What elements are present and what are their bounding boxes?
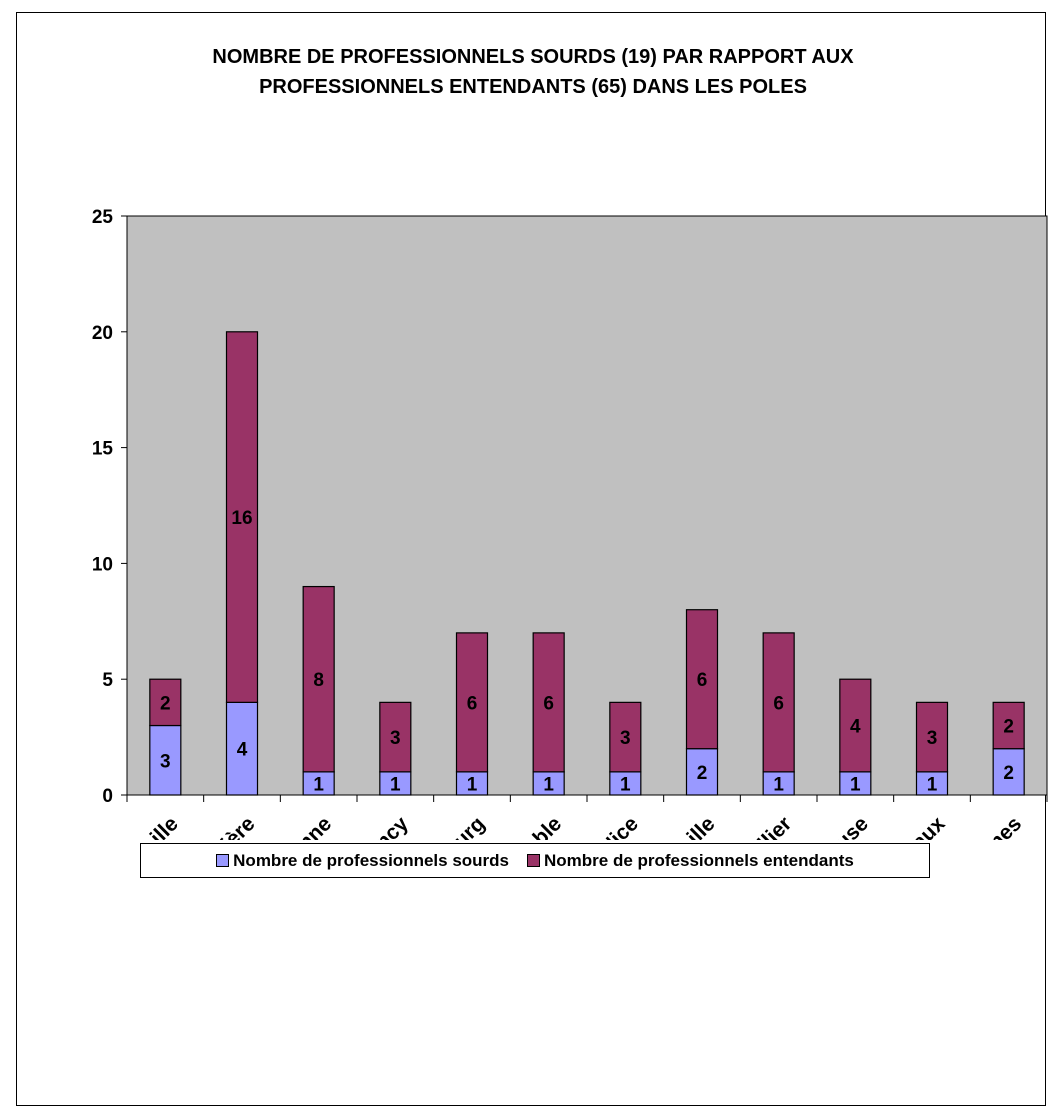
- data-label: 6: [773, 693, 784, 714]
- data-label: 2: [1003, 717, 1014, 738]
- y-tick-label: 20: [92, 323, 113, 344]
- bar-segment: [685, 609, 719, 750]
- y-tick-label: 10: [92, 554, 113, 575]
- bar-segment: [609, 701, 642, 773]
- bar-segment: [992, 701, 1025, 750]
- legend-item-entendants: Nombre de professionnels entendants: [527, 851, 854, 871]
- bar-segment: [839, 678, 872, 773]
- y-tick-label: 25: [92, 207, 114, 228]
- category-labels: Pôle de LillePôle de la SalpetrièrePôle …: [80, 812, 1026, 840]
- data-label: 1: [773, 774, 784, 795]
- bar-segment: [302, 585, 335, 773]
- data-label: 16: [231, 508, 252, 529]
- legend-label-entendants: Nombre de professionnels entendants: [544, 850, 854, 870]
- bar-segment: [149, 678, 182, 727]
- data-label: 3: [927, 728, 938, 749]
- data-label: 2: [160, 693, 171, 714]
- category-label: Pôle de Strasbourg: [337, 812, 489, 840]
- data-label: 1: [313, 774, 324, 795]
- plot-area: [126, 215, 1048, 796]
- bar-segment: [915, 701, 949, 773]
- legend-swatch-entendants: [527, 854, 540, 867]
- data-label: 1: [543, 774, 554, 795]
- data-label: 6: [697, 670, 708, 691]
- data-label: 8: [313, 670, 324, 691]
- bar-segment: [455, 632, 489, 773]
- data-label: 1: [390, 774, 401, 795]
- bar-segment: [762, 632, 795, 773]
- y-tick-label: 15: [92, 439, 114, 460]
- data-label: 4: [237, 740, 248, 761]
- data-label: 1: [620, 774, 631, 795]
- data-label: 2: [1003, 763, 1014, 784]
- category-label: Pôle de Bordeaux: [808, 812, 950, 840]
- data-label: 4: [850, 717, 861, 738]
- bar-segment: [225, 701, 259, 796]
- chart-title: NOMBRE DE PROFESSIONNELS SOURDS (19) PAR…: [0, 42, 1050, 102]
- legend-item-sourds: Nombre de professionnels sourds: [216, 851, 509, 871]
- legend-label-sourds: Nombre de professionnels sourds: [233, 850, 509, 870]
- data-label: 3: [160, 751, 171, 772]
- chart-title-line-1: NOMBRE DE PROFESSIONNELS SOURDS (19) PAR…: [212, 46, 854, 68]
- y-tick-label: 5: [102, 670, 113, 691]
- legend-swatch-sourds: [216, 854, 230, 867]
- bar-segment: [992, 748, 1025, 796]
- y-axis: 0 5 10 15 20 25: [92, 207, 128, 807]
- data-label: 6: [467, 693, 478, 714]
- category-label: Pôle de Montpellier: [644, 812, 796, 840]
- chart-title-line-2: PROFESSIONNELS ENTENDANTS (65) DANS LES …: [259, 76, 807, 98]
- data-label: 3: [390, 728, 401, 749]
- bar-segment: [149, 724, 182, 796]
- legend: Nombre de professionnels sourds Nombre d…: [140, 843, 930, 878]
- data-label: 6: [543, 693, 554, 714]
- x-axis: [126, 794, 1048, 802]
- bar-segment: [225, 331, 259, 703]
- y-tick-label: 0: [102, 786, 113, 807]
- data-label: 1: [850, 774, 861, 795]
- data-label: 2: [697, 763, 708, 784]
- bar-segment: [532, 632, 565, 773]
- data-label: 1: [467, 774, 478, 795]
- data-label: 3: [620, 728, 631, 749]
- bar-segment: [685, 748, 719, 796]
- bars: [149, 331, 1025, 796]
- bar-segment: [379, 701, 412, 773]
- data-label: 1: [927, 774, 938, 795]
- category-label: Pôle de Lille: [80, 812, 183, 840]
